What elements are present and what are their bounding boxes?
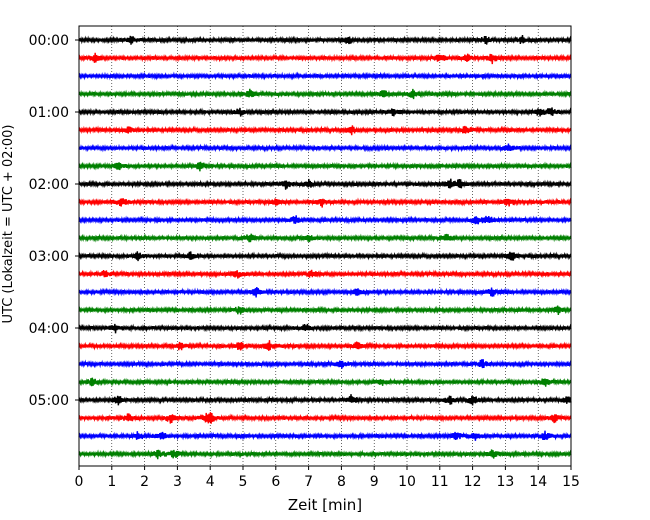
x-tick-label: 10: [398, 474, 416, 490]
x-tick-label: 15: [562, 474, 580, 490]
x-tick-label: 5: [239, 474, 248, 490]
x-tick-label: 4: [206, 474, 215, 490]
seismic-trace: [78, 215, 572, 225]
seismic-trace: [78, 197, 572, 208]
x-tick-label: 3: [173, 474, 182, 490]
seismic-trace: [78, 107, 572, 117]
seismic-trace: [78, 269, 572, 279]
seismic-trace: [78, 178, 572, 190]
seismic-trace: [78, 323, 572, 334]
seismic-trace: [78, 287, 572, 298]
seismic-trace: [78, 430, 572, 441]
seismic-trace: [78, 359, 572, 369]
seismic-trace: [78, 71, 572, 81]
x-tick-label: 1: [107, 474, 116, 490]
trace-group: [78, 34, 572, 460]
y-tick-label: 03:00: [29, 249, 69, 265]
seismic-trace: [78, 34, 572, 45]
x-tick-label: 8: [337, 474, 346, 490]
x-tick-label: 9: [370, 474, 379, 490]
x-tick-label: 11: [431, 474, 449, 490]
y-tick-label: 05:00: [29, 393, 69, 409]
plot-frame: [78, 25, 572, 467]
seismic-trace: [78, 125, 572, 136]
y-tick-label: 01:00: [29, 105, 69, 121]
seismic-trace: [78, 340, 572, 351]
seismic-trace: [78, 161, 572, 172]
seismic-trace: [78, 377, 572, 387]
seismic-trace: [78, 143, 572, 153]
x-tick-label: 6: [271, 474, 280, 490]
seismic-trace: [78, 449, 572, 460]
x-tick-label: 2: [140, 474, 149, 490]
x-tick-label: 14: [529, 474, 547, 490]
y-axis-ticks: 00:00 01:00 02:00 03:00 04:00 05:00: [29, 33, 79, 409]
x-axis-ticks: 0 1 2 3 4 5 6 7 8 9 10 11 12 13 14 15: [75, 466, 580, 490]
y-tick-label: 04:00: [29, 321, 69, 337]
y-axis-label: UTC (Lokalzeit = UTC + 02:00): [1, 125, 16, 324]
seismic-trace: [78, 251, 572, 262]
x-tick-label: 12: [464, 474, 482, 490]
seismic-trace: [78, 88, 572, 100]
x-tick-label: 0: [75, 474, 84, 490]
x-tick-label: 13: [496, 474, 514, 490]
seismic-trace: [78, 394, 572, 406]
seismic-trace: [78, 305, 572, 315]
seismic-trace: [78, 233, 572, 243]
seismic-trace: [78, 52, 572, 65]
y-tick-label: 00:00: [29, 33, 69, 49]
x-tick-label: 7: [304, 474, 313, 490]
x-axis-label: Zeit [min]: [288, 496, 362, 514]
seismic-trace: [78, 412, 572, 424]
y-tick-label: 02:00: [29, 177, 69, 193]
grid-lines: [111, 26, 539, 466]
